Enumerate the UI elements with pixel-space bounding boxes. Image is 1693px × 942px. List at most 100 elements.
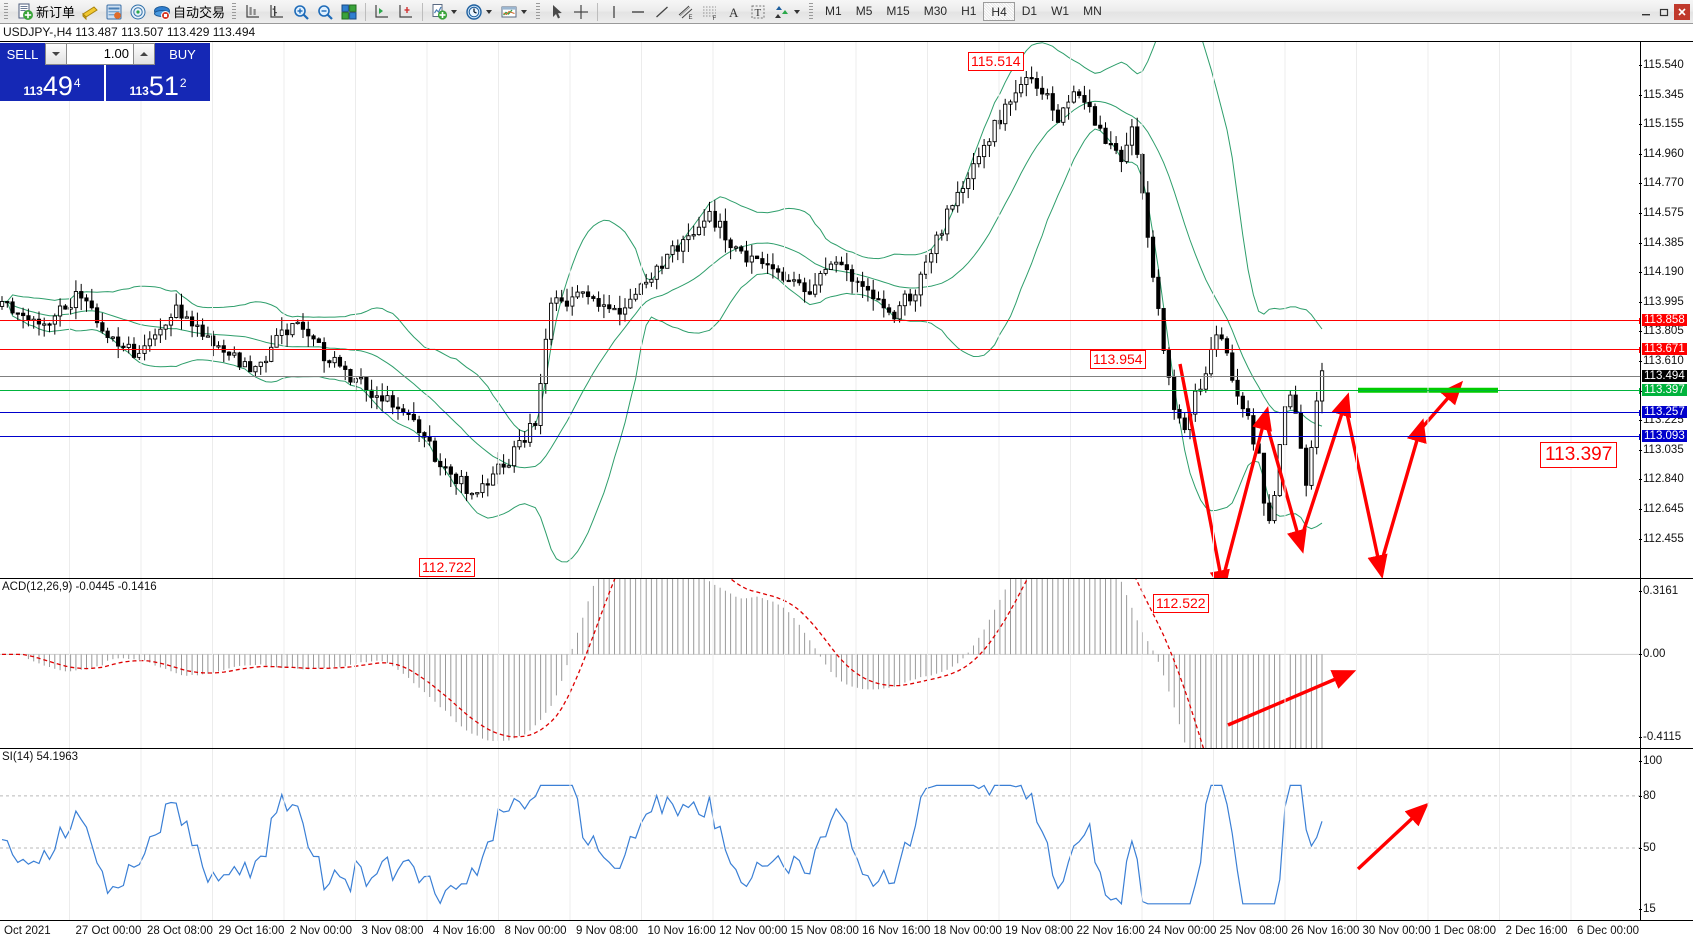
chevron-down-icon [52,52,60,56]
price-level-line[interactable] [0,375,1640,377]
one-click-quotes-row: 113 49 4 113 51 2 [0,65,210,101]
periodicity-dropdown-arrow[interactable] [486,9,493,14]
data-window-button[interactable] [102,1,126,23]
grid-view-button[interactable] [337,1,361,23]
zoom-in-button[interactable] [289,1,313,23]
trendline-button[interactable] [650,1,674,23]
callout-lower-high[interactable]: 113.954 [1090,350,1146,369]
bar-chart-button[interactable] [265,1,289,23]
indicators-dropdown-arrow[interactable] [451,9,458,14]
rsi-tick: 100 [1638,755,1663,767]
templates-dropdown-arrow[interactable] [521,9,528,14]
buy-button[interactable]: BUY [155,43,210,65]
callout-recent-low[interactable]: 112.522 [1153,594,1209,613]
timeframe-m1[interactable]: M1 [825,4,842,18]
time-label: 4 Nov 16:00 [433,925,496,937]
indicators-menu-button[interactable] [427,1,462,23]
last-price-badge[interactable]: 113.494 [1642,369,1687,382]
time-axis[interactable]: Oct 2021 27 Oct 00:00 28 Oct 08:00 29 Oct 1… [0,920,1693,942]
timeframe-mn[interactable]: MN [1083,4,1102,18]
zoom-out-button[interactable] [313,1,337,23]
one-click-trading-panel[interactable]: SELL 1.00 BUY 113 49 4 113 51 2 [0,43,210,101]
volume-input[interactable]: 1.00 [67,43,133,65]
crosshair-tool-button[interactable] [241,1,265,23]
buy-price-display[interactable]: 113 51 2 [104,65,210,101]
sell-button[interactable]: SELL [0,43,45,65]
level-handle[interactable] [1639,388,1640,395]
timeframe-h4[interactable]: H4 [983,2,1015,21]
timeframe-h1[interactable]: H1 [961,4,977,18]
callout-target[interactable]: 113.397 [1540,442,1618,468]
vertical-line-button[interactable] [602,1,626,23]
minimize-button[interactable] [1638,4,1654,20]
support-low-badge[interactable]: 113.093 [1642,430,1687,443]
price-tick: 115.345 [1639,88,1684,101]
macd-axis[interactable]: 0.3161 0.00 -0.4115 [1638,579,1693,748]
crosshair-button[interactable] [569,1,593,23]
channel-icon: E [677,3,695,21]
arrows-dropdown-arrow[interactable] [794,9,801,14]
price-tick: 112.455 [1639,532,1684,545]
horizontal-line-button[interactable] [626,1,650,23]
restore-button[interactable] [1656,4,1672,20]
callout-swing-high[interactable]: 115.514 [968,52,1024,71]
support-high-badge[interactable]: 113.257 [1642,405,1687,418]
horizontal-line-icon [629,3,647,21]
arrows-menu-button[interactable] [770,1,805,23]
rsi-pane[interactable]: SI(14) 54.1963 100 80 50 15 [0,748,1693,920]
resistance-high-badge[interactable]: 113.858 [1642,314,1687,327]
level-handle[interactable] [1639,434,1640,441]
periodicity-menu-button[interactable] [462,1,497,23]
text-label-button[interactable]: T [746,1,770,23]
cursor-tool-button[interactable] [545,1,569,23]
macd-plot-area[interactable] [0,579,1640,748]
level-handle[interactable] [1639,318,1640,325]
navigator-icon [129,3,147,21]
price-plot-area[interactable] [0,42,1640,578]
auto-scroll-button[interactable] [370,1,394,23]
text-button[interactable]: A [722,1,746,23]
close-button[interactable] [1674,3,1690,20]
rsi-tick: 15 [1639,903,1656,915]
macd-pane[interactable]: ACD(12,26,9) -0.0445 -0.1416 0.3161 0.00 -… [0,578,1693,748]
level-handle[interactable] [1639,346,1640,353]
chart-shift-button[interactable] [394,1,418,23]
level-handle[interactable] [1639,409,1640,416]
chevron-up-icon [140,52,148,56]
rsi-axis[interactable]: 100 80 50 15 [1638,749,1693,920]
auto-trading-label: 自动交易 [173,5,226,20]
templates-menu-button[interactable] [497,1,532,23]
timeframe-d1[interactable]: D1 [1021,4,1038,18]
navigator-button[interactable] [126,1,150,23]
new-order-button[interactable]: 新订单 [13,1,78,23]
price-level-line[interactable] [0,318,1640,325]
grid-windows-icon [340,3,358,21]
timeframe-m5[interactable]: M5 [855,4,873,18]
timeframe-w1[interactable]: W1 [1051,4,1070,18]
svg-text:T: T [755,7,762,19]
resistance-low-badge[interactable]: 113.671 [1642,342,1687,355]
fibonacci-button[interactable]: F [698,1,722,23]
auto-trading-button[interactable]: 自动交易 [150,1,228,23]
price-axis[interactable]: 115.540 115.345 115.155 114.960 114.770 114.5… [1639,42,1693,578]
expert-advisors-button[interactable] [78,1,102,23]
callout-swing-low[interactable]: 112.722 [419,558,475,577]
rsi-plot-area[interactable] [0,749,1640,920]
sell-price-display[interactable]: 113 49 4 [0,65,104,101]
toolbar-grip-2[interactable] [231,2,239,21]
volume-increase-button[interactable] [133,43,155,65]
price-chart-pane[interactable]: 115.540 115.345 115.155 114.960 114.770 114.5… [0,41,1693,613]
timeframe-m15[interactable]: M15 [886,4,910,18]
toolbar-grip[interactable] [3,2,10,21]
target-badge[interactable]: 113.397 [1642,384,1687,397]
timeframe-m30[interactable]: M30 [923,4,948,18]
price-level-line[interactable] [0,434,1640,441]
toolbar-grip-3[interactable] [535,2,543,21]
price-level-line[interactable] [0,409,1640,416]
price-level-line[interactable] [0,346,1640,353]
price-level-line[interactable] [0,388,1640,395]
equidistant-channel-button[interactable]: E [674,1,698,23]
volume-decrease-button[interactable] [45,43,67,65]
toolbar-grip-4[interactable] [808,2,816,21]
vertical-line-icon [605,3,623,21]
